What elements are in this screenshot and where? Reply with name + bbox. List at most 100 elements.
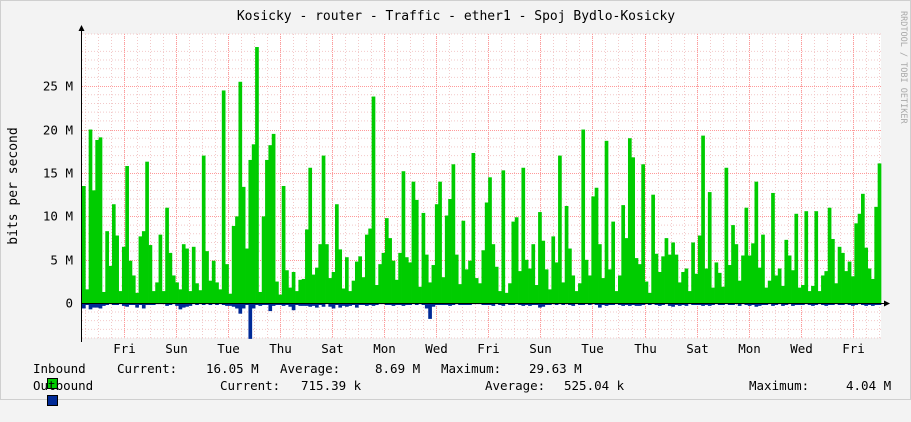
inbound-bar xyxy=(791,270,795,304)
inbound-bar xyxy=(851,276,855,304)
x-tick-label: Tue xyxy=(581,341,604,356)
inbound-bar xyxy=(401,171,406,304)
inbound-bar xyxy=(608,269,612,304)
inbound-bar xyxy=(867,268,872,304)
outbound-bar xyxy=(245,303,249,305)
outbound-bar xyxy=(361,303,366,305)
inbound-bar xyxy=(208,280,213,304)
inbound-bar xyxy=(148,245,153,304)
inbound-bar xyxy=(155,282,159,304)
rrdtool-watermark: RRDTOOL / TOBI OETIKER xyxy=(898,11,908,124)
inbound-bar xyxy=(627,138,632,304)
inbound-bar xyxy=(255,47,259,304)
legend-outbound-label: Outbound xyxy=(33,378,94,393)
inbound-bar xyxy=(631,157,635,304)
outbound-bar xyxy=(531,303,536,305)
inbound-bar xyxy=(211,260,216,304)
inbound-bar xyxy=(731,225,735,304)
inbound-bar xyxy=(874,206,879,304)
inbound-bar xyxy=(494,266,499,304)
inbound-bar xyxy=(325,244,329,304)
inbound-bar xyxy=(677,282,682,304)
outbound-bar xyxy=(774,303,779,305)
outbound-bar xyxy=(541,303,546,307)
outbound-bar xyxy=(481,303,486,305)
outbound-bar xyxy=(428,303,432,319)
inbound-bar xyxy=(707,192,712,304)
inbound-bar xyxy=(564,205,569,304)
inbound-bar xyxy=(408,262,412,304)
inbound-bar xyxy=(281,186,286,304)
y-tick-label: 5 M xyxy=(50,253,73,268)
outbound-bar xyxy=(637,303,642,306)
outbound-bar xyxy=(388,303,392,305)
outbound-bar xyxy=(368,303,372,305)
inbound-bar xyxy=(288,287,293,304)
outbound-bar xyxy=(384,303,389,305)
outbound-bar xyxy=(88,303,93,310)
outbound-bar xyxy=(544,303,549,305)
inbound-bar xyxy=(684,268,689,304)
inbound-bar xyxy=(105,231,109,304)
legend-inbound-maximum-label: Maximum: xyxy=(441,361,502,376)
inbound-bar xyxy=(871,278,875,304)
outbound-bar xyxy=(271,303,276,306)
outbound-bar xyxy=(268,303,273,312)
inbound-bar xyxy=(118,291,123,304)
inbound-bar xyxy=(741,255,745,304)
inbound-bar xyxy=(794,213,799,304)
inbound-bar xyxy=(394,279,399,304)
inbound-bar xyxy=(451,164,456,304)
inbound-bar xyxy=(544,269,549,304)
inbound-bar xyxy=(434,204,439,304)
outbound-bar xyxy=(221,303,226,305)
inbound-bar xyxy=(624,238,629,304)
inbound-bar xyxy=(231,225,236,304)
inbound-bar xyxy=(518,271,522,304)
inbound-bar xyxy=(175,282,179,304)
inbound-bar xyxy=(464,269,469,304)
inbound-bar xyxy=(318,244,323,304)
outbound-bar xyxy=(801,303,805,305)
inbound-bar xyxy=(431,265,436,304)
outbound-bar xyxy=(298,303,303,306)
inbound-bar xyxy=(811,285,815,304)
outbound-bar xyxy=(195,303,199,305)
inbound-bar xyxy=(841,252,845,304)
outbound-bar xyxy=(111,303,116,305)
outbound-bar xyxy=(364,303,369,306)
inbound-bar xyxy=(471,152,476,304)
inbound-bar xyxy=(724,167,729,304)
outbound-bar xyxy=(82,303,86,309)
inbound-bar xyxy=(588,275,592,304)
outbound-bar xyxy=(624,303,629,305)
outbound-bar xyxy=(261,303,266,305)
legend-outbound-maximum-value: 4.04 M xyxy=(846,378,892,393)
inbound-bar xyxy=(721,286,725,304)
inbound-bar xyxy=(501,170,506,304)
outbound-bar xyxy=(824,303,829,306)
outbound-bar xyxy=(611,303,616,305)
inbound-bar xyxy=(744,207,749,304)
outbound-bar xyxy=(731,303,735,305)
inbound-bar xyxy=(704,268,709,304)
inbound-bar xyxy=(168,252,173,304)
inbound-bar xyxy=(834,283,839,304)
inbound-bar xyxy=(824,271,829,304)
outbound-bar xyxy=(831,303,835,305)
inbound-bar xyxy=(877,163,882,304)
outbound-bar xyxy=(877,303,882,305)
inbound-bar xyxy=(315,267,319,304)
inbound-bar xyxy=(804,211,809,304)
inbound-bar xyxy=(481,250,486,304)
inbound-bar xyxy=(664,238,669,304)
inbound-bar xyxy=(301,278,306,304)
outbound-bar xyxy=(201,303,206,305)
outbound-bar xyxy=(151,303,156,305)
inbound-bar xyxy=(354,261,359,304)
inbound-bar xyxy=(331,271,336,304)
outbound-bar xyxy=(181,303,186,308)
x-tick-label: Mon xyxy=(738,341,761,356)
outbound-bar xyxy=(581,303,586,305)
outbound-bar xyxy=(721,303,725,305)
